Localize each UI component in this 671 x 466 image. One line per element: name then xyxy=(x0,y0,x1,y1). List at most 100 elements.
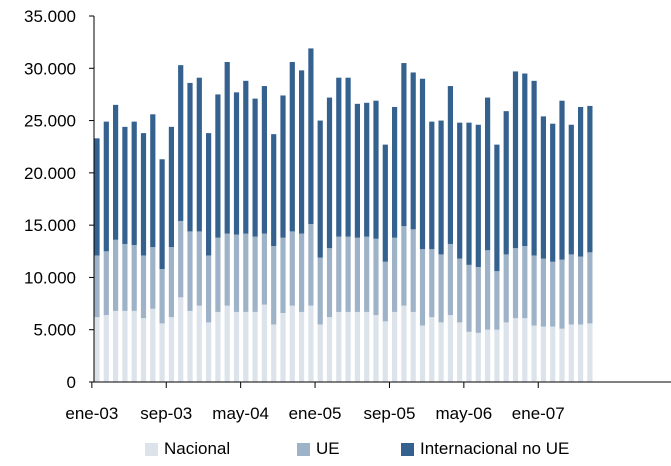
bar-nacional xyxy=(140,318,147,382)
bar-ue xyxy=(224,233,230,306)
legend-label-internacional-no-ue: Internacional no UE xyxy=(420,439,570,458)
bar-nacional xyxy=(280,312,286,382)
bar-internacional-no-ue xyxy=(503,111,509,255)
bar-internacional-no-ue xyxy=(289,62,295,232)
bar-ue xyxy=(503,254,509,323)
bar-nacional xyxy=(364,311,370,382)
bar-ue xyxy=(299,233,305,312)
bar-internacional-no-ue xyxy=(336,77,342,237)
bar-internacional-no-ue xyxy=(466,122,472,265)
bar-nacional xyxy=(531,325,537,382)
bar-internacional-no-ue xyxy=(103,121,109,252)
bar-ue xyxy=(485,250,491,330)
bar-nacional xyxy=(196,305,202,382)
bar-nacional xyxy=(559,328,565,382)
bar-nacional xyxy=(131,310,137,382)
bar-ue xyxy=(373,238,379,316)
bar-nacional xyxy=(373,315,379,382)
bar-nacional xyxy=(410,311,416,382)
bar-nacional xyxy=(103,315,109,382)
bar-ue xyxy=(233,234,240,312)
y-tick-label: 15.000 xyxy=(24,216,76,235)
bar-internacional-no-ue xyxy=(243,80,249,234)
bar-ue xyxy=(308,224,314,306)
bar-nacional xyxy=(308,305,314,382)
bar-internacional-no-ue xyxy=(373,100,379,239)
bar-nacional xyxy=(289,305,295,382)
bar-ue xyxy=(187,231,193,311)
legend-item-ue: UE xyxy=(297,439,340,459)
bar-internacional-no-ue xyxy=(447,86,453,244)
bar-internacional-no-ue xyxy=(522,73,528,247)
bar-ue xyxy=(494,271,500,330)
bar-nacional xyxy=(150,308,156,382)
bar-nacional xyxy=(206,322,212,382)
bar-nacional xyxy=(271,324,277,382)
bar-ue xyxy=(410,229,416,312)
y-tick-label: 30.000 xyxy=(24,59,76,78)
bar-nacional xyxy=(550,326,556,382)
bar-nacional xyxy=(224,305,230,382)
bar-ue xyxy=(206,255,212,323)
y-tick-label: 20.000 xyxy=(24,164,76,183)
bar-nacional xyxy=(578,324,584,382)
stacked-bar-chart: 0 5.000 10.000 15.000 20.000 25.000 30.000 35.0… xyxy=(24,7,671,423)
bar-ue xyxy=(540,258,546,327)
bar-ue xyxy=(587,252,593,324)
bar-nacional xyxy=(587,323,593,382)
bar-internacional-no-ue xyxy=(419,78,426,250)
bar-ue xyxy=(196,231,202,306)
bar-nacional xyxy=(392,311,398,382)
bar-ue xyxy=(252,236,258,312)
bar-ue xyxy=(364,236,370,312)
bar-ue xyxy=(271,246,277,325)
x-tick-label: may-04 xyxy=(212,404,269,423)
bar-ue xyxy=(382,261,388,322)
bar-ue xyxy=(447,243,453,316)
bar-internacional-no-ue xyxy=(494,144,500,272)
bar-internacional-no-ue xyxy=(159,159,165,270)
bar-ue xyxy=(140,255,147,319)
bar-ue xyxy=(512,248,519,319)
bar-ue xyxy=(419,249,426,326)
bar-ue xyxy=(159,269,165,324)
bar-nacional xyxy=(438,322,444,382)
bar-nacional xyxy=(336,311,342,382)
bar-internacional-no-ue xyxy=(178,65,184,221)
bar-internacional-no-ue xyxy=(531,80,537,256)
bar-internacional-no-ue xyxy=(187,82,193,232)
bar-ue xyxy=(336,236,342,312)
bar-ue xyxy=(113,239,119,311)
bar-ue xyxy=(522,246,528,319)
bar-nacional xyxy=(485,329,491,382)
bars-layer xyxy=(94,48,593,382)
bar-ue xyxy=(280,237,286,313)
x-tick-label: may-06 xyxy=(436,404,493,423)
bar-ue xyxy=(429,249,435,318)
bar-internacional-no-ue xyxy=(475,124,481,267)
legend-item-internacional-no-ue: Internacional no UE xyxy=(401,439,569,459)
bar-nacional xyxy=(522,318,528,382)
bar-nacional xyxy=(317,324,323,382)
bar-ue xyxy=(578,256,584,325)
bar-internacional-no-ue xyxy=(559,100,565,260)
bar-nacional xyxy=(233,311,240,382)
bar-ue xyxy=(568,254,574,325)
x-tick-label: ene-03 xyxy=(65,404,118,423)
bar-nacional xyxy=(326,317,333,382)
bar-internacional-no-ue xyxy=(540,116,546,259)
bar-ue xyxy=(392,237,398,312)
bar-ue xyxy=(550,261,556,327)
bar-nacional xyxy=(419,325,426,382)
legend-swatch-internacional-no-ue xyxy=(401,442,414,456)
bar-nacional xyxy=(178,297,184,382)
x-tick-label: sep-03 xyxy=(140,404,192,423)
legend-swatch-ue xyxy=(297,442,310,456)
bar-internacional-no-ue xyxy=(299,70,305,234)
bar-nacional xyxy=(457,322,463,382)
bar-internacional-no-ue xyxy=(568,124,574,255)
bar-internacional-no-ue xyxy=(122,126,128,244)
bar-internacional-no-ue xyxy=(457,122,463,259)
bar-internacional-no-ue xyxy=(113,104,119,240)
bar-ue xyxy=(215,237,221,312)
